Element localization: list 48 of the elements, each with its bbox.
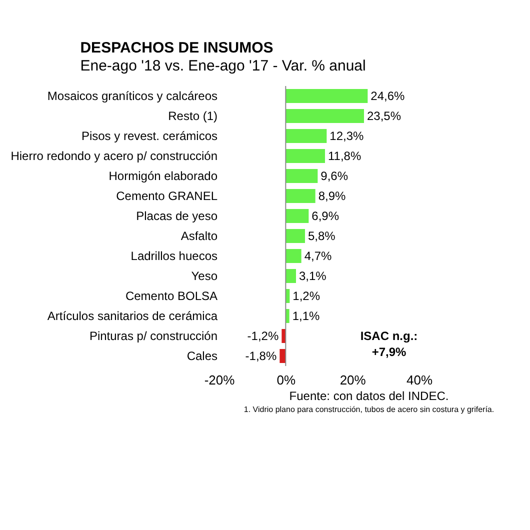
data-label: 12,3%: [330, 129, 364, 143]
y-tick-label: Cemento BOLSA: [125, 289, 218, 303]
data-label: 8,9%: [318, 189, 346, 203]
data-label: -1,2%: [247, 329, 279, 343]
y-tick-label: Yeso: [191, 269, 218, 283]
data-label: 11,8%: [328, 149, 362, 163]
bar: [286, 109, 364, 123]
y-tick-label: Resto (1): [168, 109, 218, 123]
y-tick-label: Hormigón elaborado: [108, 169, 218, 183]
x-tick-label: 40%: [406, 372, 433, 388]
data-label: 3,1%: [299, 269, 327, 283]
y-tick-label: Cales: [186, 349, 218, 363]
y-tick-label: Ladrillos huecos: [130, 249, 218, 263]
bar: [286, 149, 325, 163]
text: 1. Vidrio plano para construcción, tubos de acero sin costura y grifería.: [244, 405, 494, 414]
data-label: 5,8%: [308, 229, 336, 243]
data-label: 9,6%: [320, 169, 348, 183]
y-tick-label: Pisos y revest. cerámicos: [81, 129, 218, 143]
y-tick-label: Cemento GRANEL: [116, 189, 218, 203]
bar: [286, 189, 316, 203]
data-label: 1,1%: [292, 309, 320, 323]
source-note: Fuente: con datos del INDEC.: [289, 389, 449, 403]
x-tick-label: 20%: [340, 372, 366, 388]
chart-subtitle: Ene-ago '18 vs. Ene-ago '17 - Var. % anual: [80, 58, 366, 74]
annotation: ISAC n.g.: +7,9%: [360, 329, 418, 359]
y-tick-label: Asfalto: [180, 229, 218, 243]
bar: [286, 89, 368, 103]
data-label: 6,9%: [312, 209, 340, 223]
y-tick-label: Artículos sanitarios de cerámica: [47, 309, 218, 323]
data-label: -1,8%: [245, 349, 277, 363]
bar: [286, 269, 296, 283]
data-label: 24,6%: [370, 89, 406, 103]
chart-title: DESPACHOS DE INSUMOS: [80, 40, 274, 56]
bar: [286, 129, 327, 143]
data-label: 23,5%: [367, 109, 402, 123]
data-label: 4,7%: [304, 249, 332, 263]
x-tick-label: -20%: [204, 372, 236, 388]
y-tick-label: Pinturas p/ construcción: [89, 329, 218, 343]
x-tick-label: 0%: [276, 372, 296, 388]
y-tick-label: Mosaicos graníticos y calcáreos: [47, 89, 218, 103]
bar: [286, 229, 305, 243]
y-tick-label: Hierro redondo y acero p/ construcción: [10, 149, 218, 163]
y-tick-label: Placas de yeso: [136, 209, 218, 223]
bar: [280, 349, 286, 363]
bar: [286, 249, 302, 263]
data-label: 1,2%: [292, 289, 320, 303]
bar: [286, 209, 309, 223]
bar: [286, 169, 318, 183]
